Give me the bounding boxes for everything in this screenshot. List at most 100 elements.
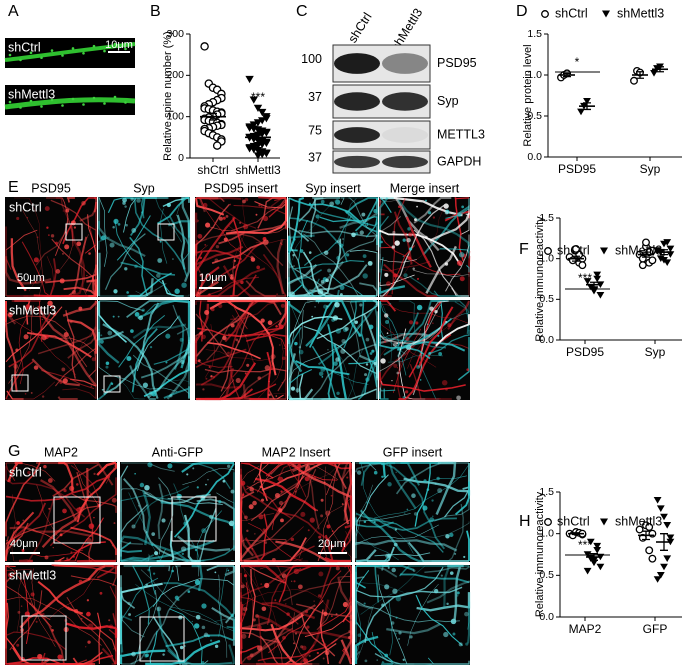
roi-box	[21, 615, 67, 661]
puncta	[387, 482, 392, 487]
puncta	[436, 476, 440, 481]
puncta	[187, 590, 191, 593]
neurite	[305, 299, 339, 347]
neurite	[345, 618, 352, 664]
puncta	[7, 312, 13, 318]
data-point	[593, 547, 602, 554]
puncta	[398, 631, 402, 635]
puncta	[209, 514, 214, 520]
y-tick-label: 1.0	[539, 252, 554, 264]
x-tick-label: PSD95	[566, 345, 604, 359]
puncta	[354, 320, 358, 325]
roi-box	[11, 374, 29, 392]
data-point	[249, 96, 258, 104]
band	[334, 155, 380, 169]
neurite	[388, 599, 393, 656]
neurite	[429, 212, 471, 242]
neurite	[359, 509, 424, 563]
puncta	[248, 625, 250, 627]
neurite	[148, 565, 165, 595]
column-header: Syp insert	[305, 181, 361, 195]
neurite	[204, 324, 216, 378]
puncta	[437, 488, 443, 494]
neurite	[166, 351, 191, 400]
spine	[19, 106, 22, 109]
neurite	[121, 589, 158, 665]
neurite	[466, 265, 470, 273]
puncta	[22, 519, 25, 522]
puncta	[262, 528, 266, 532]
puncta	[240, 280, 244, 285]
neurite	[415, 594, 463, 646]
neurite	[144, 491, 211, 504]
neurite	[231, 559, 235, 562]
neurite	[241, 526, 304, 562]
neurite	[372, 299, 379, 306]
puncta	[262, 492, 267, 497]
puncta	[207, 634, 210, 638]
puncta	[363, 520, 367, 524]
neurite	[466, 530, 470, 561]
neurite	[426, 580, 470, 604]
neurite	[298, 197, 340, 222]
puncta	[270, 354, 276, 360]
data-point	[583, 97, 591, 105]
puncta	[313, 600, 315, 602]
legend-label: shMettl3	[615, 243, 662, 257]
neurite	[42, 335, 97, 399]
data-point	[200, 42, 209, 51]
puncta	[20, 657, 25, 662]
puncta	[86, 611, 91, 617]
data-point	[663, 522, 672, 529]
neurite	[368, 519, 444, 553]
puncta	[242, 493, 245, 496]
sem-bar	[642, 530, 650, 541]
puncta	[51, 305, 55, 309]
y-tick-label: 0.0	[527, 151, 542, 163]
column-header: Anti-GFP	[152, 445, 203, 459]
puncta	[122, 201, 126, 205]
puncta	[367, 260, 373, 266]
y-axis-label: Relative protein level	[522, 44, 534, 146]
puncta	[344, 526, 347, 529]
puncta	[318, 371, 324, 377]
puncta	[423, 479, 427, 483]
neurite	[398, 565, 469, 577]
puncta	[30, 592, 35, 597]
neurite	[283, 581, 351, 602]
puncta	[327, 268, 332, 273]
puncta	[78, 306, 83, 311]
neurite	[71, 493, 117, 513]
data-point	[642, 238, 650, 247]
micrograph	[119, 564, 236, 665]
puncta	[246, 655, 252, 661]
puncta	[386, 332, 389, 334]
puncta	[194, 623, 200, 629]
puncta	[124, 205, 127, 208]
y-tick-label: 0.0	[539, 334, 554, 346]
spine	[8, 100, 12, 104]
neurite	[378, 285, 406, 295]
puncta	[218, 303, 223, 309]
puncta	[344, 326, 349, 331]
puncta	[445, 387, 448, 391]
puncta	[421, 332, 427, 338]
neurite	[407, 541, 469, 562]
panel-label: B	[150, 3, 161, 20]
spine	[50, 49, 54, 52]
significance: *	[575, 55, 580, 69]
neurite	[120, 602, 145, 638]
neurite	[317, 300, 378, 366]
sem-bar	[590, 281, 598, 288]
puncta	[323, 481, 326, 484]
protein-label: GAPDH	[437, 154, 481, 168]
puncta	[318, 571, 324, 577]
puncta	[23, 334, 29, 340]
scale-bar-label: 40μm	[10, 538, 38, 550]
significance: ***	[578, 538, 592, 552]
puncta	[373, 470, 378, 475]
puncta	[294, 490, 297, 493]
lane-label: shCtrl	[345, 10, 374, 45]
neurite	[170, 461, 231, 490]
spine	[82, 52, 85, 55]
